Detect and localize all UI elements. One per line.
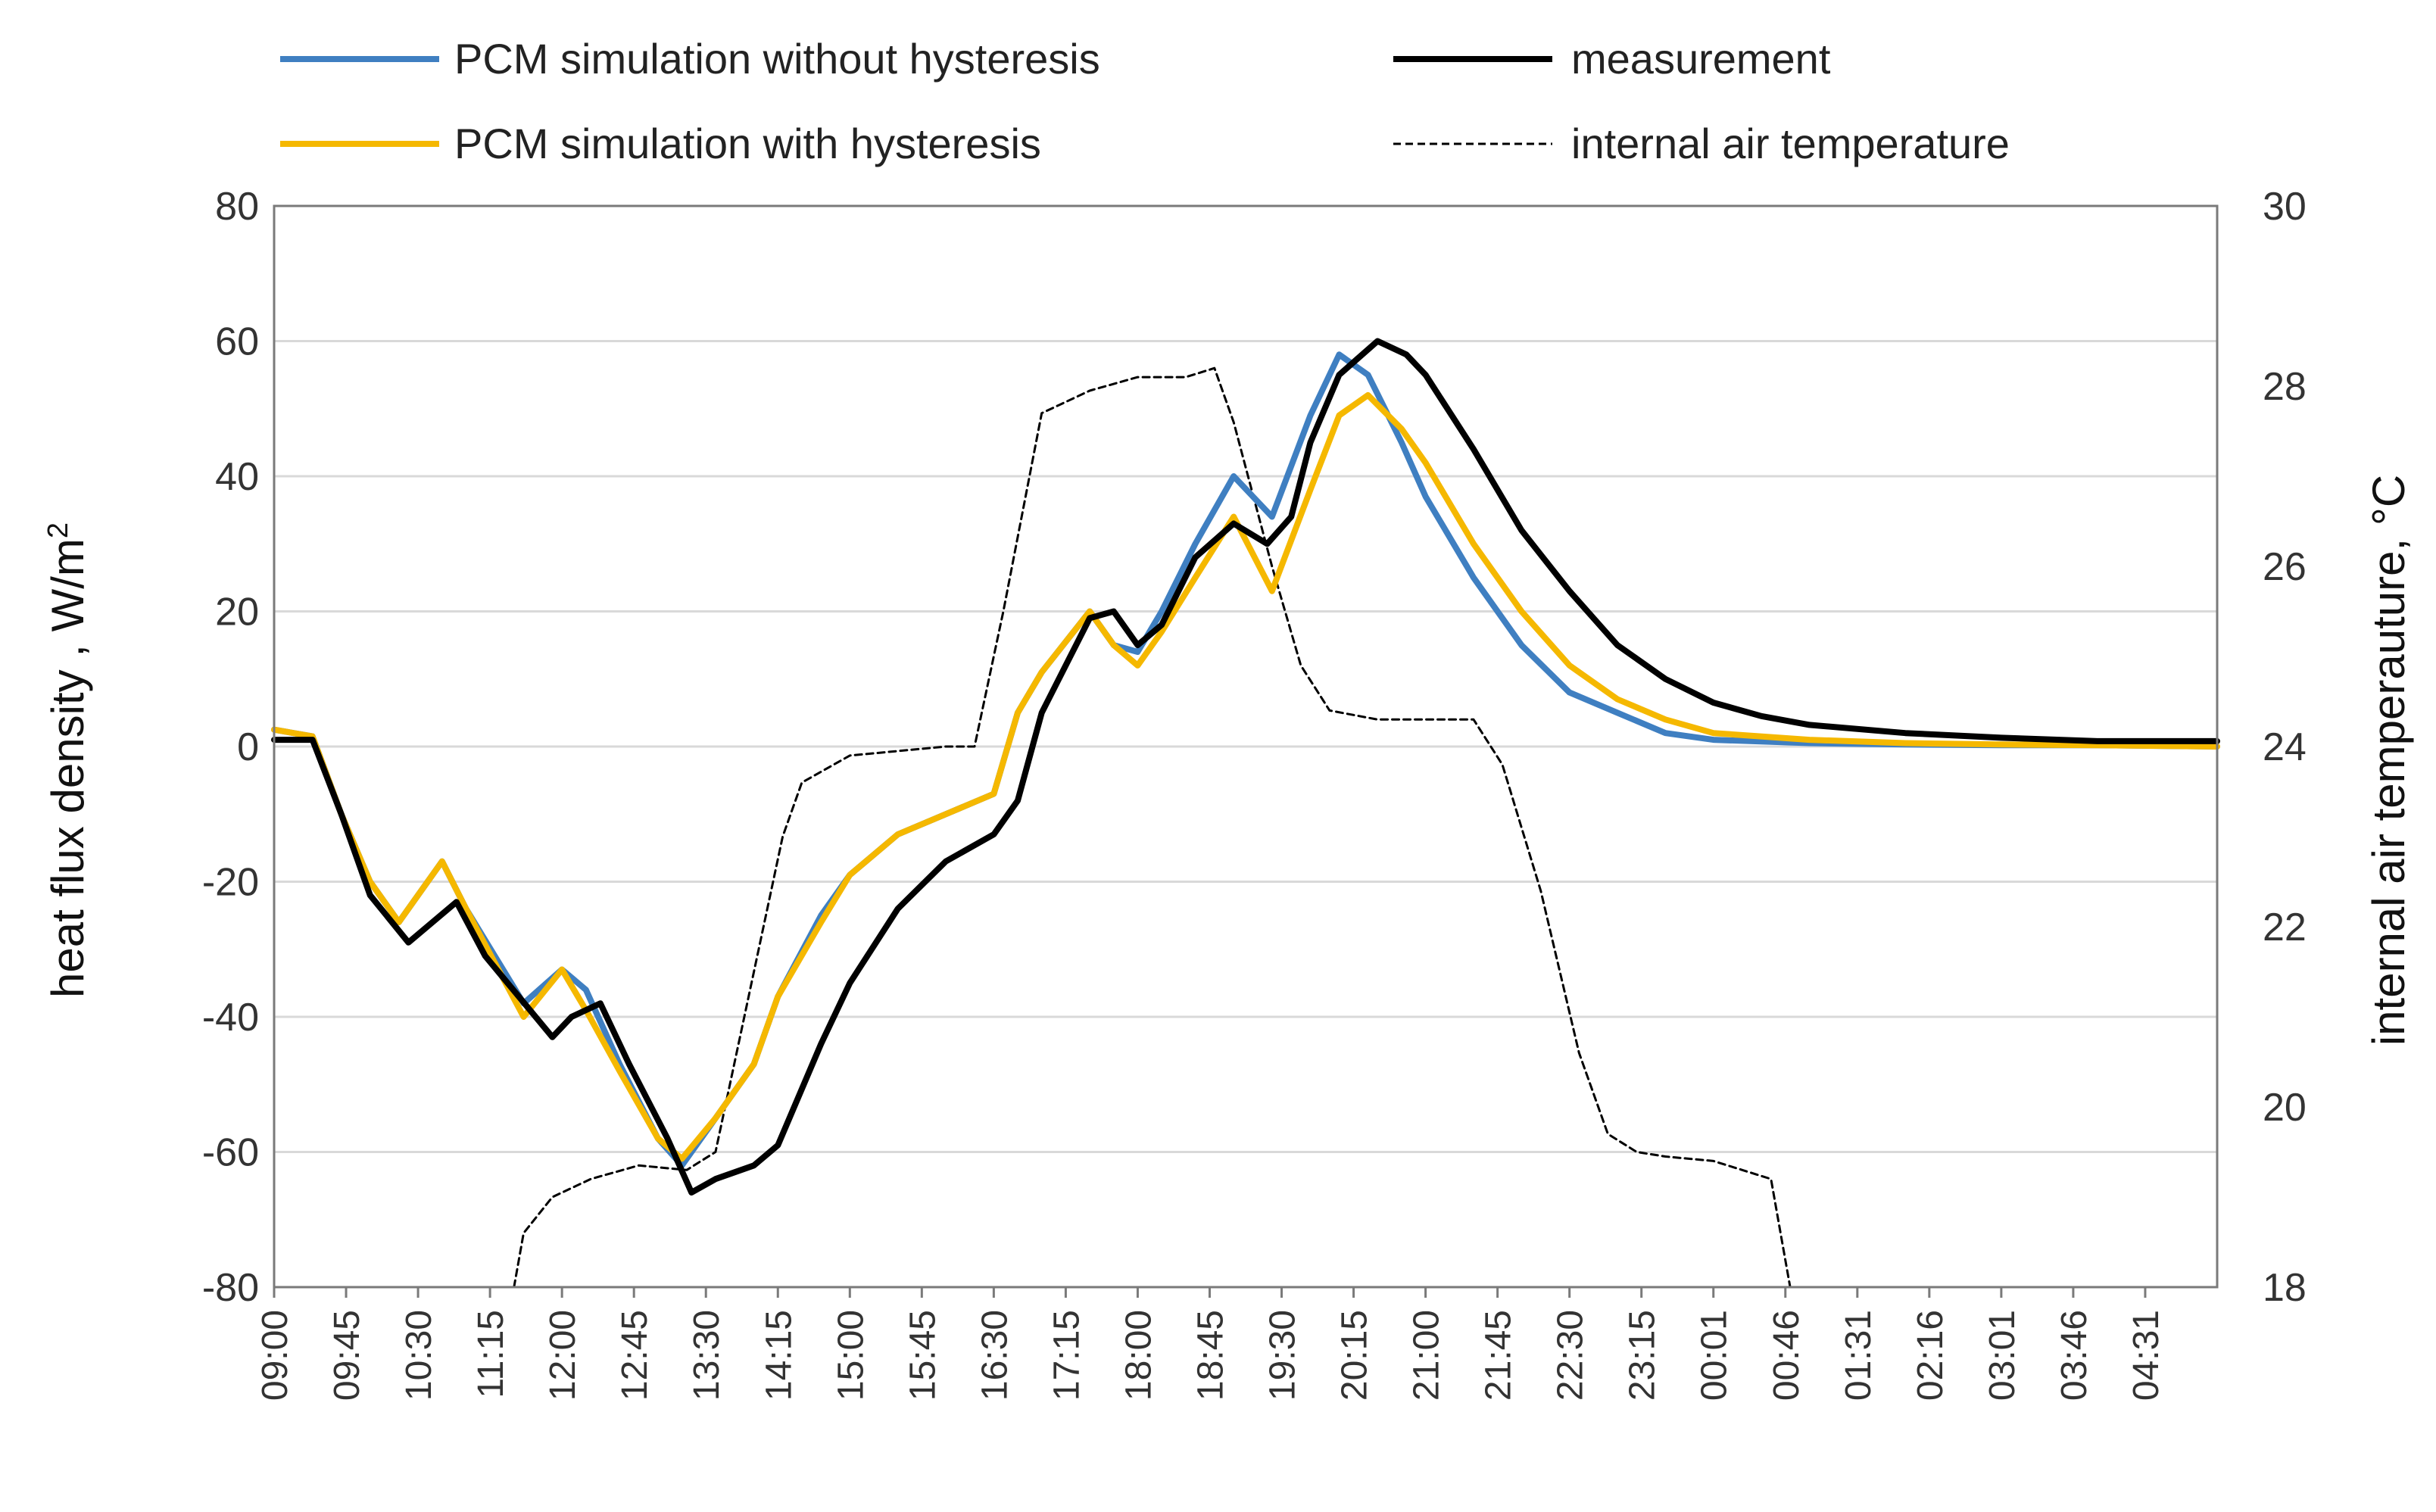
y-tick-label: -60 (202, 1131, 259, 1175)
right-axis-ticks: 30 28 26 24 22 20 18 (2263, 185, 2307, 1310)
legend-label-with-hysteresis: PCM simulation with hysteresis (454, 120, 1041, 167)
x-tick-label: 11:15 (471, 1310, 511, 1398)
x-tick-label: 12:00 (543, 1310, 583, 1401)
x-axis-ticks: 09:00 09:45 10:30 11:15 12:00 12:45 13:30 14:15… (255, 1287, 2166, 1401)
plot-area-frame (273, 204, 2219, 1289)
legend-label-measurement: measurement (1571, 35, 1831, 83)
y2-tick-label: 20 (2263, 1086, 2307, 1130)
y2-tick-label: 24 (2263, 725, 2307, 769)
y2-tick-label: 18 (2263, 1266, 2307, 1310)
x-tick-label: 17:15 (1046, 1310, 1087, 1401)
y-tick-label: 60 (215, 320, 259, 364)
x-tick-label: 13:30 (687, 1310, 727, 1401)
x-tick-label: 04:31 (2126, 1310, 2166, 1401)
series-line-measurement (271, 338, 2220, 1196)
x-tick-label: 18:45 (1190, 1310, 1230, 1401)
y2-tick-label: 30 (2263, 185, 2307, 229)
x-tick-label: 23:15 (1623, 1310, 1663, 1401)
y-tick-label: 0 (237, 725, 259, 769)
x-tick-label: 09:00 (255, 1310, 295, 1401)
x-tick-label: 01:31 (1839, 1310, 1879, 1401)
x-tick-label: 02:16 (1910, 1310, 1951, 1401)
x-tick-label: 21:00 (1407, 1310, 1447, 1401)
x-tick-label: 00:01 (1695, 1310, 1735, 1401)
y-tick-label: 40 (215, 455, 259, 499)
legend: PCM simulation without hysteresis measur… (280, 35, 2010, 167)
y-axis-title-text: heat flux density , W/m (42, 538, 93, 998)
y-tick-label: 20 (215, 591, 259, 634)
x-tick-label: 22:30 (1551, 1310, 1591, 1401)
x-tick-label: 03:01 (1982, 1310, 2023, 1401)
x-tick-label: 12:45 (615, 1310, 655, 1401)
x-tick-label: 21:45 (1479, 1310, 1519, 1401)
y-tick-label: 80 (215, 185, 259, 229)
y2-tick-label: 26 (2263, 545, 2307, 589)
x-tick-label: 09:45 (327, 1310, 367, 1401)
x-tick-label: 03:46 (2054, 1310, 2094, 1401)
x-tick-label: 16:30 (975, 1310, 1015, 1401)
series-line-pcm-simulation-with-hysteresis (271, 391, 2220, 1162)
y-tick-label: -80 (202, 1266, 259, 1310)
x-tick-label: 15:45 (903, 1310, 943, 1401)
x-tick-label: 20:15 (1335, 1310, 1375, 1401)
y-tick-label: -40 (202, 996, 259, 1040)
x-tick-label: 15:00 (831, 1310, 871, 1401)
x-tick-label: 18:00 (1118, 1310, 1159, 1401)
x-tick-label: 00:46 (1767, 1310, 1807, 1401)
y2-tick-label: 22 (2263, 906, 2307, 949)
x-tick-label: 19:30 (1263, 1310, 1303, 1401)
y-tick-label: -20 (202, 861, 259, 905)
y-axis-title-superscript: 2 (42, 522, 74, 538)
legend-label-internal-air-temperature: internal air temperature (1571, 120, 2010, 167)
y-axis-title: heat flux density , W/m2 (42, 522, 93, 998)
x-tick-label: 14:15 (759, 1310, 799, 1401)
y2-axis-title: internal air temperauture, °C (2363, 475, 2414, 1046)
series-lines (271, 338, 2220, 1289)
x-tick-label: 10:30 (399, 1310, 439, 1401)
y2-tick-label: 28 (2263, 365, 2307, 409)
series-line-internal-air-temperature (513, 366, 1792, 1289)
legend-label-without-hysteresis: PCM simulation without hysteresis (454, 35, 1100, 83)
left-axis-ticks: 80 60 40 20 0 -20 -40 -60 -80 (202, 185, 259, 1310)
